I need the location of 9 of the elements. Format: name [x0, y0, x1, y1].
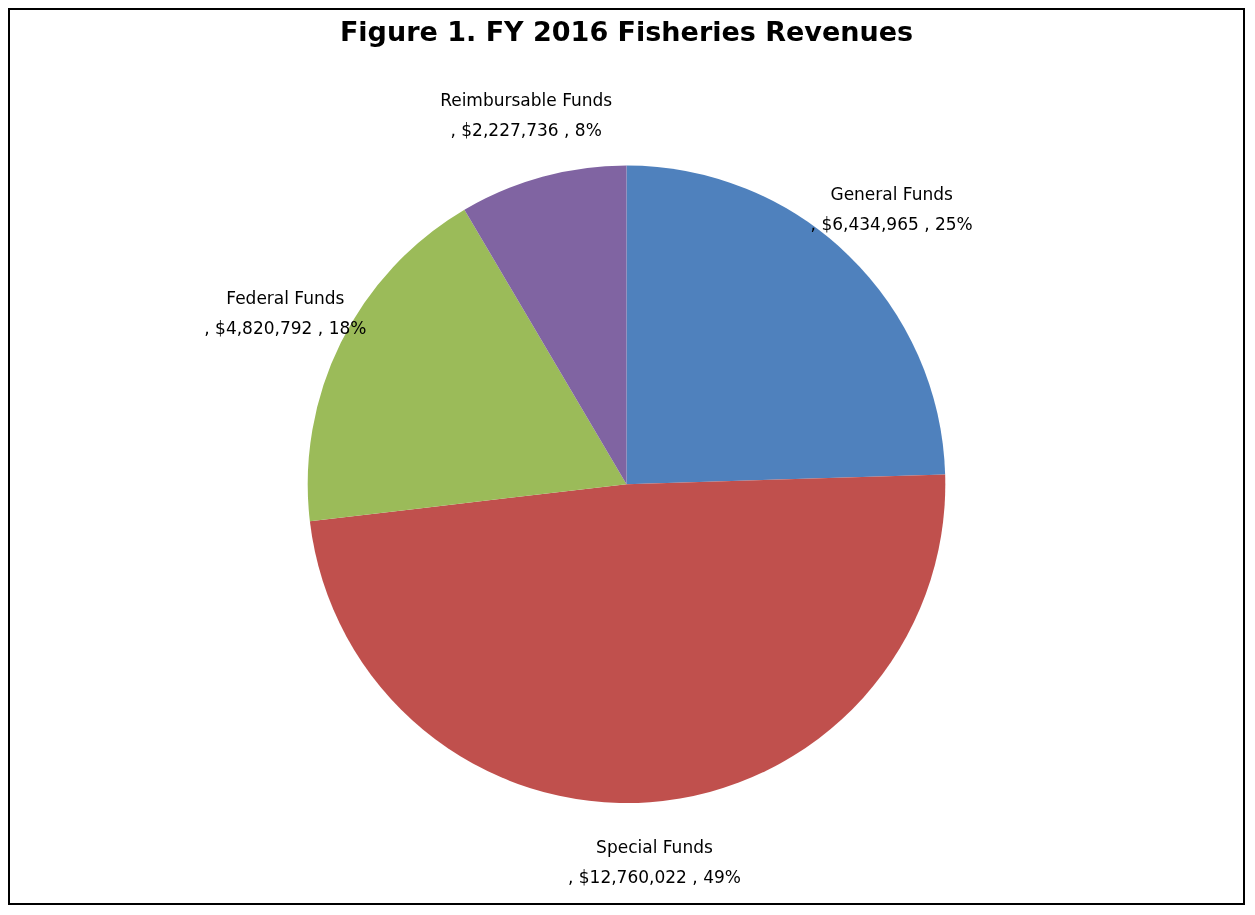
data-label: , $12,760,022 , 49% [567, 867, 741, 888]
slice-label: Special Funds [596, 837, 713, 858]
chart-title: Figure 1. FY 2016 Fisheries Revenues [339, 16, 914, 48]
data-label: , $6,434,965 , 25% [810, 214, 973, 235]
data-label: , $2,227,736 , 8% [450, 120, 602, 141]
data-label: , $4,820,792 , 18% [204, 318, 367, 339]
slice-label: Reimbursable Funds [440, 90, 613, 111]
slice-label: Federal Funds [226, 288, 345, 309]
slice-label: General Funds [830, 184, 954, 205]
